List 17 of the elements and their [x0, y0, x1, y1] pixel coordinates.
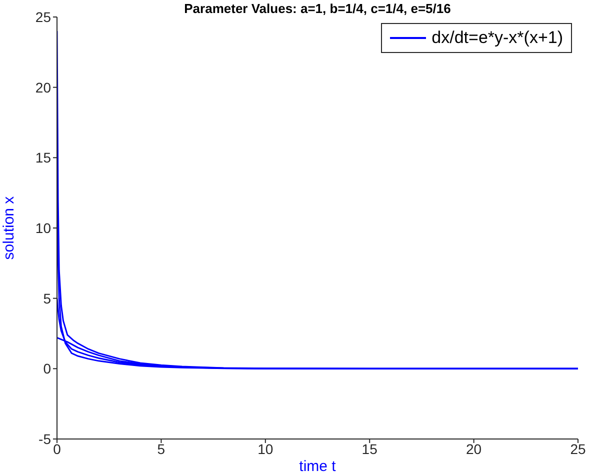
y-tick-label: 5	[43, 290, 52, 306]
y-axis-title: solution x	[0, 196, 18, 260]
x-tick-label: 0	[53, 440, 62, 457]
y-tick-label: 25	[35, 8, 52, 25]
y-tick-label: 15	[35, 150, 52, 166]
legend-label: dx/dt=e*y-x*(x+1)	[432, 28, 563, 48]
x-tick-label: 20	[466, 440, 482, 457]
x-tick-label: 15	[362, 440, 378, 457]
x-axis-title: time t	[299, 458, 337, 475]
x-tick-label: 10	[258, 440, 274, 457]
y-tick-label: 10	[35, 220, 52, 236]
y-tick-label: -5	[38, 430, 52, 447]
y-tick-label: 0	[43, 360, 52, 377]
x-tick-label: 5	[157, 440, 166, 457]
y-tick-label: 20	[35, 79, 52, 96]
chart-title: Parameter Values: a=1, b=1/4, c=1/4, e=5/16	[183, 0, 452, 17]
x-tick-label: 25	[570, 440, 586, 457]
